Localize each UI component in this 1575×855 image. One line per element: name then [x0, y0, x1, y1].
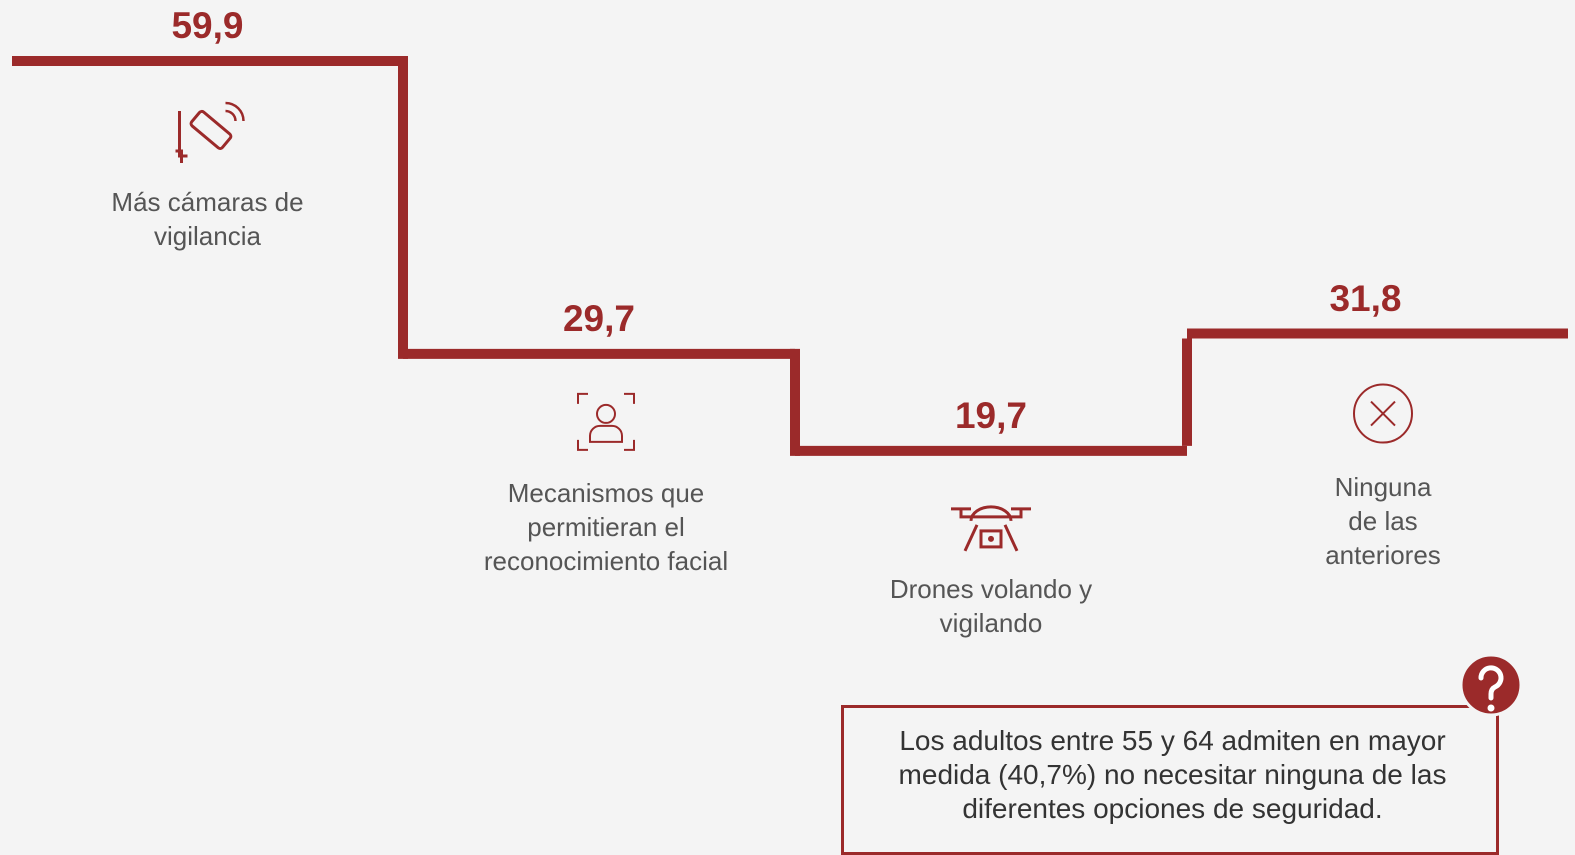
value-label: 19,7	[954, 394, 1027, 436]
category-label: Mecanismos que permitieran el reconocimi…	[483, 477, 729, 576]
icon-part	[175, 110, 188, 163]
icon	[577, 392, 635, 451]
category-label: Drones volando y vigilando	[889, 573, 1093, 638]
icon-part	[189, 109, 233, 150]
icon-part	[951, 505, 1031, 552]
icon	[175, 101, 245, 163]
icon-part	[979, 529, 1003, 549]
icon-part	[577, 392, 635, 451]
value-label: 59,9	[171, 4, 244, 46]
icon-part	[589, 424, 623, 443]
value-label: 31,8	[1329, 277, 1402, 319]
icon	[1353, 383, 1413, 444]
category-label: Ninguna de las anteriores	[1325, 471, 1441, 570]
icon-part	[596, 403, 616, 424]
note-text: Los adultos entre 55 y 64 admiten en may…	[898, 725, 1447, 824]
category-label: Más cámaras de vigilancia	[111, 186, 304, 251]
help-icon-dot	[1487, 704, 1495, 712]
help-icon	[1478, 665, 1504, 701]
icon-part	[1370, 400, 1396, 427]
value-label: 29,7	[562, 297, 635, 339]
icon-part	[225, 101, 245, 122]
help-badge	[1459, 653, 1523, 717]
icon-part	[988, 535, 994, 542]
icon-part	[1353, 383, 1413, 444]
icon	[951, 505, 1031, 552]
